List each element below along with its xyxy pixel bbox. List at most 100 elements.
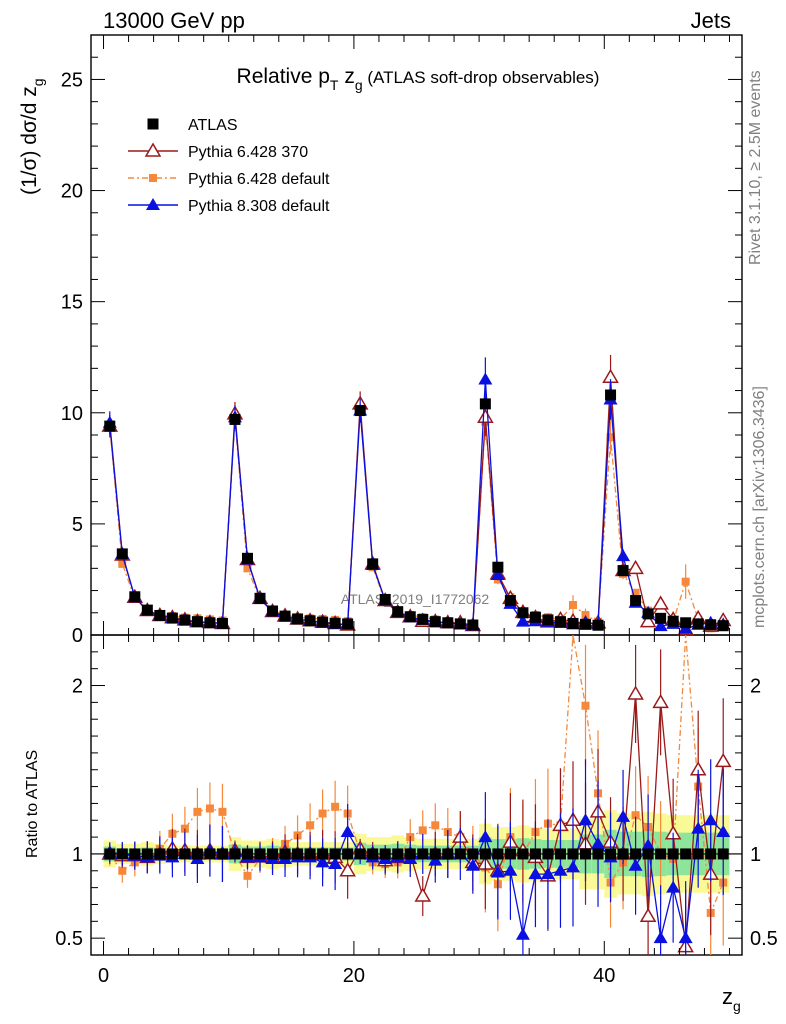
- point-ratio-pythia-6-428-default: [205, 804, 214, 813]
- point-ratio-pythia-8-308-default: [616, 809, 631, 822]
- point-main-pythia-6-428-default: [631, 588, 640, 597]
- point-ratio-pythia-6-428-default: [331, 802, 340, 811]
- point-main-atlas: [292, 613, 304, 625]
- point-ratio-pythia-6-428-default: [118, 866, 127, 875]
- ratio-ytick-label-right: 0.5: [750, 928, 778, 950]
- point-ratio-pythia-8-308-default: [628, 858, 643, 871]
- point-ratio-atlas: [216, 848, 228, 860]
- point-main-atlas: [166, 612, 178, 624]
- point-main-atlas: [630, 595, 642, 607]
- point-ratio-atlas: [104, 848, 116, 860]
- legend-marker-pythia-6-428-default: [149, 174, 157, 182]
- point-ratio-atlas: [529, 848, 541, 860]
- point-ratio-pythia-6-428-370: [627, 685, 644, 700]
- point-ratio-atlas: [404, 848, 416, 860]
- point-ratio-pythia-8-308-default: [591, 836, 606, 849]
- point-ratio-atlas: [655, 848, 667, 860]
- point-main-atlas: [116, 548, 128, 560]
- point-ratio-pythia-6-428-370: [714, 752, 732, 768]
- plot-title: Relative pT zg (ATLAS soft-drop observab…: [237, 65, 600, 93]
- point-ratio-pythia-8-308-default: [578, 813, 593, 826]
- legend-label-atlas: ATLAS: [188, 117, 238, 134]
- legend-item-atlas: ATLAS: [147, 117, 238, 134]
- point-ratio-atlas: [580, 848, 592, 860]
- point-ratio-pythia-6-428-default: [193, 807, 202, 816]
- point-ratio-pythia-8-308-default: [503, 863, 518, 876]
- point-main-atlas: [392, 606, 404, 618]
- point-ratio-pythia-6-428-default: [243, 871, 252, 880]
- analysis-watermark: ATLAS_2019_I1772062: [341, 591, 490, 607]
- point-ratio-pythia-8-308-default: [565, 860, 580, 873]
- xlabel-sub: g: [733, 998, 741, 1014]
- point-main-atlas: [429, 616, 441, 628]
- point-ratio-atlas: [129, 848, 141, 860]
- point-main-pythia-6-428-370: [639, 613, 657, 628]
- point-main-atlas: [554, 616, 566, 628]
- point-ratio-atlas: [304, 848, 316, 860]
- point-main-pythia-6-428-default: [243, 564, 252, 573]
- point-ratio-atlas: [317, 848, 329, 860]
- ratio-ytick-label-right: 2: [750, 676, 761, 698]
- point-ratio-atlas: [179, 848, 191, 860]
- point-ratio-atlas: [705, 848, 717, 860]
- point-main-atlas: [542, 614, 554, 626]
- xtick-label: 0: [98, 965, 109, 987]
- point-main-pythia-8-308-default: [478, 372, 493, 385]
- point-main-atlas: [241, 552, 253, 564]
- point-ratio-pythia-8-308-default: [515, 927, 530, 940]
- point-main-pythia-6-428-default: [681, 577, 690, 586]
- point-main-atlas: [492, 561, 504, 573]
- point-main-pythia-6-428-default: [606, 433, 615, 442]
- point-ratio-atlas: [229, 848, 241, 860]
- point-ratio-atlas: [254, 848, 266, 860]
- point-main-atlas: [141, 604, 153, 616]
- point-ratio-atlas: [667, 848, 679, 860]
- title-prefix: Relative p: [237, 65, 330, 88]
- point-ratio-pythia-8-308-default: [678, 931, 693, 944]
- point-main-atlas: [129, 591, 141, 603]
- point-main-pythia-6-428-default: [568, 601, 577, 609]
- point-ratio-pythia-6-428-default: [431, 821, 440, 830]
- series-layer: [101, 354, 732, 955]
- main-ytick-label: 5: [72, 514, 83, 536]
- point-ratio-pythia-8-308-default: [691, 821, 706, 834]
- point-ratio-atlas: [642, 848, 654, 860]
- legend-marker-pythia-6-428-370: [144, 142, 162, 157]
- line-main-pythia-6-428-default: [109, 408, 724, 630]
- legend-item-pythia-6-428-370: Pythia 6.428 370: [128, 142, 308, 161]
- point-main-atlas: [680, 617, 692, 629]
- point-main-atlas: [367, 558, 379, 570]
- point-main-atlas: [229, 413, 241, 425]
- legend-label-pythia-6-428-370: Pythia 6.428 370: [188, 144, 308, 161]
- point-main-atlas: [216, 617, 228, 629]
- point-ratio-pythia-6-428-370: [639, 907, 657, 923]
- legend-label-pythia-6-428-default: Pythia 6.428 default: [188, 171, 330, 188]
- point-main-atlas: [204, 617, 216, 629]
- point-ratio-pythia-8-308-default: [641, 838, 656, 851]
- point-main-pythia-8-308-default: [653, 619, 668, 632]
- point-ratio-atlas: [680, 848, 692, 860]
- point-ratio-pythia-6-428-370: [339, 862, 356, 877]
- point-ratio-pythia-8-308-default: [528, 867, 543, 880]
- point-ratio-atlas: [204, 848, 216, 860]
- xtick-label: 20: [343, 965, 365, 987]
- title-var-sub: g: [355, 77, 363, 93]
- xlabel-text: z: [722, 984, 733, 1009]
- point-ratio-atlas: [429, 848, 441, 860]
- point-ratio-atlas: [342, 848, 354, 860]
- point-ratio-pythia-6-428-370: [652, 693, 669, 709]
- point-main-atlas: [692, 618, 704, 630]
- point-ratio-atlas: [279, 848, 291, 860]
- point-ratio-atlas: [492, 848, 504, 860]
- point-ratio-pythia-6-428-default: [631, 811, 640, 820]
- point-ratio-atlas: [517, 848, 529, 860]
- point-ratio-pythia-6-428-default: [318, 809, 327, 818]
- main-ytick-label: 15: [61, 292, 83, 314]
- main-ytick-label: 10: [61, 403, 83, 425]
- point-main-atlas: [254, 592, 266, 604]
- point-main-atlas: [404, 611, 416, 623]
- point-main-atlas: [504, 595, 516, 607]
- legend-marker-atlas: [147, 118, 159, 130]
